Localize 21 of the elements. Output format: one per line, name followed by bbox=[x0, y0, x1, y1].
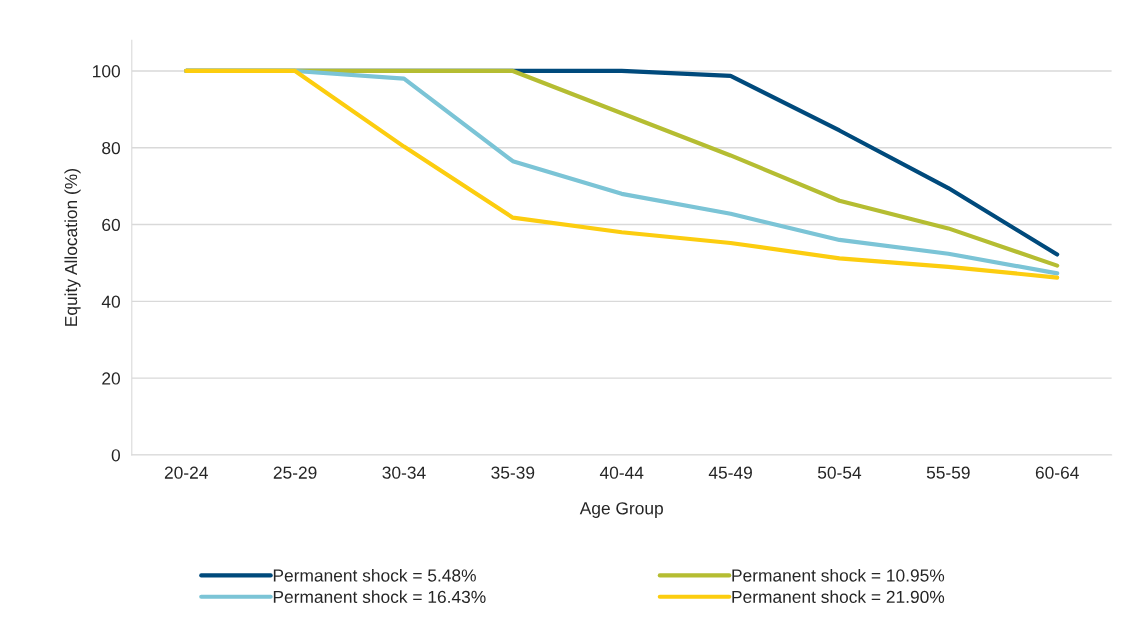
x-tick-label: 30-34 bbox=[382, 466, 426, 479]
legend-label: Permanent shock = 16.43% bbox=[273, 590, 486, 604]
x-tick-label: 25-29 bbox=[273, 466, 317, 479]
x-tick-label: 40-44 bbox=[599, 466, 644, 479]
x-tick-label: 55-59 bbox=[926, 466, 970, 479]
legend-label: Permanent shock = 5.48% bbox=[273, 568, 476, 582]
y-tick-label: 0 bbox=[111, 449, 120, 462]
legend-label: Permanent shock = 21.90% bbox=[732, 590, 945, 604]
y-tick-label: 100 bbox=[93, 65, 120, 78]
legend-label: Permanent shock = 10.95% bbox=[732, 568, 945, 582]
y-tick-label: 40 bbox=[101, 295, 120, 308]
x-tick-label: 20-24 bbox=[164, 466, 208, 479]
y-tick-label: 80 bbox=[102, 141, 120, 155]
x-axis-title: Age Group bbox=[579, 502, 663, 518]
x-tick-label: 45-49 bbox=[708, 466, 752, 479]
x-tick-label: 50-54 bbox=[817, 466, 862, 479]
x-tick-label: 35-39 bbox=[491, 466, 535, 479]
y-axis-title: Equity Allocation (%) bbox=[64, 169, 81, 326]
y-tick-label: 60 bbox=[102, 218, 120, 232]
x-tick-label: 60-64 bbox=[1035, 466, 1079, 479]
y-tick-label: 20 bbox=[102, 372, 120, 385]
